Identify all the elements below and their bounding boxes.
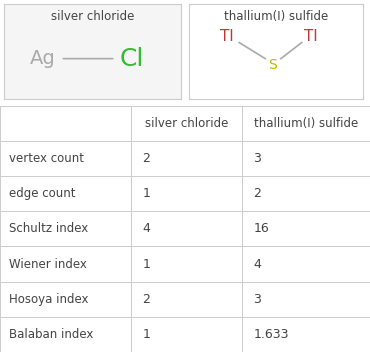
Text: 4: 4 <box>253 258 261 270</box>
Text: thallium(I) sulfide: thallium(I) sulfide <box>223 10 328 23</box>
Text: 1: 1 <box>142 187 150 200</box>
Text: Schultz index: Schultz index <box>9 222 88 235</box>
Text: Ag: Ag <box>30 49 56 68</box>
Text: 1: 1 <box>142 258 150 270</box>
Text: Balaban index: Balaban index <box>9 328 94 341</box>
Text: Tl: Tl <box>220 29 234 44</box>
Text: 3: 3 <box>253 152 261 165</box>
Text: Wiener index: Wiener index <box>9 258 87 270</box>
Text: silver chloride: silver chloride <box>51 10 134 23</box>
Text: 2: 2 <box>253 187 261 200</box>
Text: 1: 1 <box>142 328 150 341</box>
Text: vertex count: vertex count <box>9 152 84 165</box>
Text: S: S <box>268 58 276 72</box>
Text: Hosoya index: Hosoya index <box>9 293 89 306</box>
Text: 4: 4 <box>142 222 150 235</box>
Text: 1.633: 1.633 <box>253 328 289 341</box>
Text: 2: 2 <box>142 152 150 165</box>
Text: Cl: Cl <box>120 47 144 71</box>
Text: edge count: edge count <box>9 187 76 200</box>
Text: 2: 2 <box>142 293 150 306</box>
Text: 16: 16 <box>253 222 269 235</box>
Text: Tl: Tl <box>304 29 317 44</box>
Text: 3: 3 <box>253 293 261 306</box>
Text: thallium(I) sulfide: thallium(I) sulfide <box>254 117 358 130</box>
Text: silver chloride: silver chloride <box>145 117 229 130</box>
